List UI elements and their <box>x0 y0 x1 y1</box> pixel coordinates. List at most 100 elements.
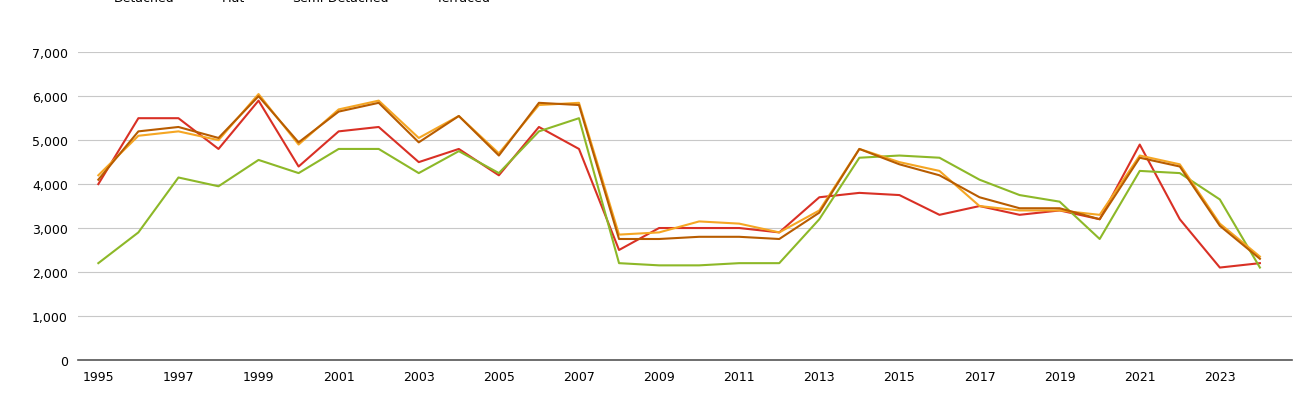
Line: Semi-Detached: Semi-Detached <box>98 95 1259 257</box>
Detached <box>1052 209 1067 213</box>
Semi-Detached <box>90 173 106 178</box>
Semi-Detached <box>331 108 347 112</box>
Detached <box>852 191 868 196</box>
Flat <box>1212 198 1228 202</box>
Terraced <box>452 114 467 119</box>
Terraced <box>572 103 587 108</box>
Line: Flat: Flat <box>98 119 1259 268</box>
Flat <box>611 261 626 266</box>
Terraced <box>611 237 626 242</box>
Detached <box>331 130 347 135</box>
Detached <box>1212 265 1228 270</box>
Flat <box>692 263 707 268</box>
Semi-Detached <box>692 219 707 224</box>
Terraced <box>932 173 947 178</box>
Semi-Detached <box>1212 222 1228 227</box>
Semi-Detached <box>611 233 626 238</box>
Detached <box>1092 217 1108 222</box>
Terraced <box>1011 206 1027 211</box>
Detached <box>771 230 787 235</box>
Semi-Detached <box>1092 213 1108 218</box>
Detached <box>411 160 427 165</box>
Semi-Detached <box>932 169 947 174</box>
Semi-Detached <box>1011 209 1027 213</box>
Terraced <box>771 237 787 242</box>
Flat <box>972 178 988 183</box>
Line: Terraced: Terraced <box>98 97 1259 259</box>
Flat <box>291 171 307 176</box>
Semi-Detached <box>411 136 427 141</box>
Flat <box>812 217 827 222</box>
Flat <box>852 156 868 161</box>
Flat <box>491 171 506 176</box>
Detached <box>531 125 547 130</box>
Terraced <box>812 211 827 216</box>
Flat <box>452 149 467 154</box>
Detached <box>572 147 587 152</box>
Detached <box>371 125 386 130</box>
Legend: Detached, Flat, Semi-Detached, Terraced: Detached, Flat, Semi-Detached, Terraced <box>85 0 491 5</box>
Detached <box>651 226 667 231</box>
Semi-Detached <box>891 160 907 165</box>
Flat <box>1052 200 1067 204</box>
Terraced <box>411 141 427 146</box>
Flat <box>90 261 106 266</box>
Terraced <box>171 125 187 130</box>
Detached <box>692 226 707 231</box>
Flat <box>331 147 347 152</box>
Detached <box>130 117 146 121</box>
Semi-Detached <box>1172 162 1188 167</box>
Semi-Detached <box>1131 154 1147 159</box>
Flat <box>1011 193 1027 198</box>
Semi-Detached <box>531 103 547 108</box>
Semi-Detached <box>491 151 506 156</box>
Flat <box>1092 237 1108 242</box>
Semi-Detached <box>852 147 868 152</box>
Detached <box>291 165 307 170</box>
Terraced <box>1131 156 1147 161</box>
Terraced <box>651 237 667 242</box>
Flat <box>251 158 266 163</box>
Terraced <box>251 94 266 99</box>
Flat <box>771 261 787 266</box>
Semi-Detached <box>291 143 307 148</box>
Terraced <box>891 162 907 167</box>
Semi-Detached <box>731 222 746 227</box>
Flat <box>572 117 587 121</box>
Terraced <box>371 101 386 106</box>
Flat <box>1172 171 1188 176</box>
Flat <box>171 175 187 180</box>
Terraced <box>1212 224 1228 229</box>
Terraced <box>1251 257 1267 262</box>
Flat <box>411 171 427 176</box>
Terraced <box>1172 165 1188 170</box>
Flat <box>210 184 226 189</box>
Terraced <box>972 196 988 200</box>
Semi-Detached <box>1052 209 1067 213</box>
Terraced <box>1092 217 1108 222</box>
Flat <box>531 130 547 135</box>
Terraced <box>692 235 707 240</box>
Semi-Detached <box>812 209 827 213</box>
Semi-Detached <box>452 114 467 119</box>
Line: Detached: Detached <box>98 101 1259 268</box>
Terraced <box>531 101 547 106</box>
Semi-Detached <box>1251 254 1267 259</box>
Detached <box>210 147 226 152</box>
Flat <box>731 261 746 266</box>
Detached <box>972 204 988 209</box>
Detached <box>1172 217 1188 222</box>
Detached <box>171 117 187 121</box>
Detached <box>812 196 827 200</box>
Detached <box>251 99 266 104</box>
Terraced <box>1052 206 1067 211</box>
Terraced <box>331 110 347 115</box>
Semi-Detached <box>972 204 988 209</box>
Terraced <box>852 147 868 152</box>
Flat <box>651 263 667 268</box>
Terraced <box>731 235 746 240</box>
Semi-Detached <box>771 230 787 235</box>
Terraced <box>291 141 307 146</box>
Flat <box>130 230 146 235</box>
Terraced <box>491 154 506 159</box>
